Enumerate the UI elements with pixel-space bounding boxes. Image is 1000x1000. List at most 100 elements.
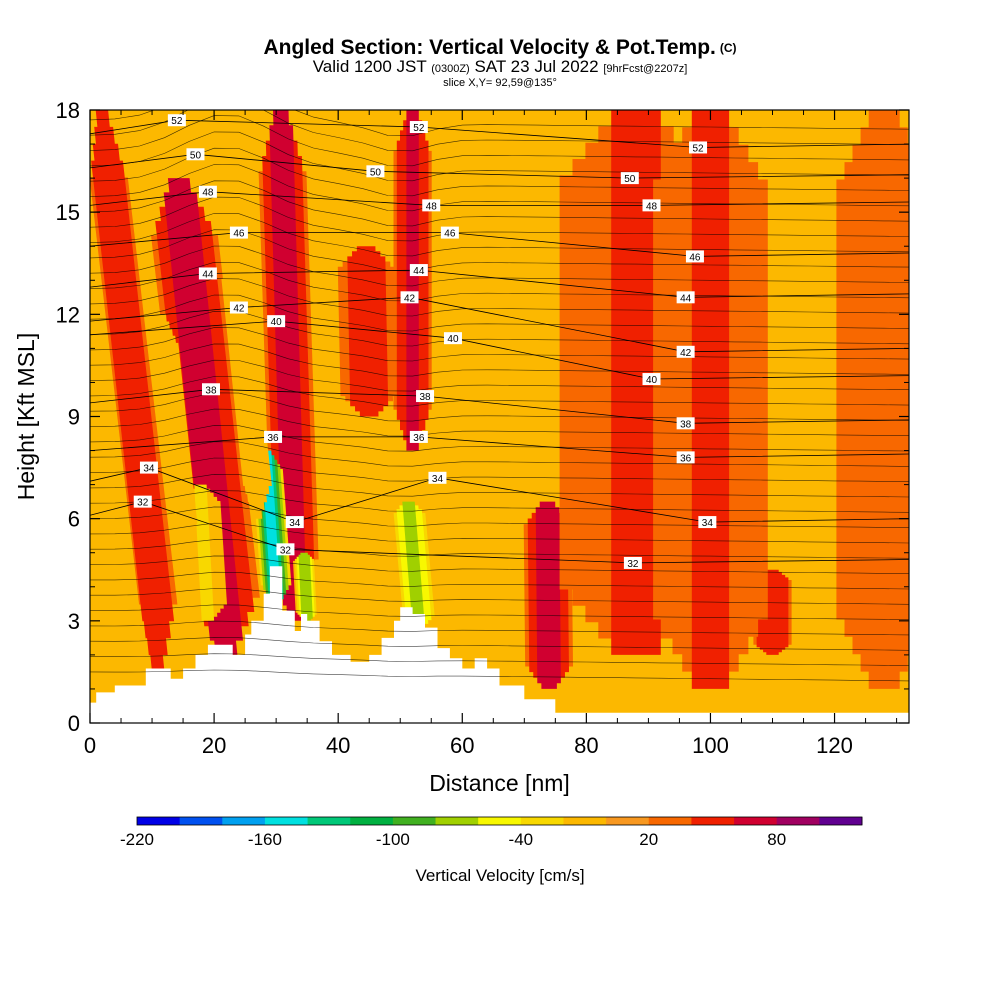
isentrope-label: 36 [267,433,279,444]
isentrope-label-bg [285,516,304,529]
isentrope-label: 32 [280,545,292,556]
terrain [90,566,909,723]
y-tick-label: 9 [68,405,80,430]
downdraft-band [402,501,425,628]
isentrope-label: 46 [233,229,245,240]
updraft-band [611,110,661,655]
isentrope-label-bg [229,226,248,239]
isentrope-line [90,408,909,437]
isentrope-line [90,376,909,407]
isentrope-label: 44 [680,293,692,304]
y-tick-label: 0 [68,711,80,736]
isentrope-label-bg [139,461,158,474]
valid-date: SAT 23 Jul 2022 [474,57,599,76]
x-tick-label: 60 [450,733,474,758]
isentrope-line [90,278,909,317]
isentrope-line [90,555,909,574]
isentrope-line [90,425,909,452]
isentrope-label: 34 [289,518,301,529]
isentrope-line [90,245,909,287]
isentrope-label: 38 [680,419,692,430]
colorbar: -220 -160 -100 -40 20 80 Vertical Velocity [cm… [120,816,863,885]
isentrope-line [90,261,909,302]
isentrope-label: 42 [404,293,416,304]
isentrope-line [90,588,909,605]
isentrope-line [90,653,909,666]
updraft-band [273,110,303,621]
isentrope-label: 52 [413,123,425,134]
isentrope-line [90,604,909,620]
isentrope-label: 52 [171,116,183,127]
isentrope-line [90,522,909,544]
isentrope-line [90,327,909,362]
colorbar-segment [435,817,479,825]
isentrope-label: 44 [413,266,425,277]
updraft-band [766,569,779,655]
isentrope-label-bg [229,301,248,314]
isentrope-label: 50 [624,174,636,185]
isentrope-label-bg [698,516,717,529]
isentrope-line [90,620,909,636]
colorbar-frame [136,816,863,826]
isentrope-line [90,164,909,212]
y-axis-label: Height [Kft MSL] [13,333,39,500]
colorbar-segment [734,817,778,825]
isentrope-label-bg [676,291,695,304]
isentrope-label-bg [443,332,462,345]
isentrope-label: 36 [680,453,692,464]
colorbar-segment [222,817,266,825]
isentrope-label: 34 [432,474,444,485]
isentrope-label: 32 [137,498,149,509]
isentrope-label-bg [198,185,217,198]
colorbar-segment [563,817,607,825]
isentrope-line [90,115,909,167]
colorbar-segment [264,817,309,825]
isentrope-label: 38 [205,385,217,396]
isentrope-line [90,343,909,377]
isentrope-label-bg [201,383,220,396]
colorbar-tick-label: 80 [767,830,786,849]
x-tick-label: 120 [816,733,853,758]
isentrope-label-bg [428,471,447,484]
isentrope-label-bg [416,390,435,403]
colorbar-segment [819,817,863,825]
isentrope-label-bg [620,172,639,185]
isentrope-label: 46 [689,252,701,263]
isentrope-label-bg [623,556,642,569]
isentrope-line [90,294,909,332]
colorbar-segment [776,817,820,825]
updraft-band [95,110,165,672]
y-tick-label: 6 [68,507,80,532]
isentrope-label-bg [409,121,428,134]
isentrope-label-bg [685,250,704,263]
y-tick-label: 12 [56,302,80,327]
slice-info: slice X,Y= 92,59@135° [443,77,557,89]
isentrope-line [90,180,909,227]
chart-title: Angled Section: Vertical Velocity & Pot.… [263,36,716,59]
isentrope-line [90,506,909,528]
colorbar-segment [137,817,181,825]
y-tick-label: 3 [68,609,80,634]
isentrope-label-bg [198,267,217,280]
downdraft-band [156,314,188,553]
isentrope-line [90,196,909,242]
isentrope-line [90,490,909,513]
isentrope-label-bg [409,430,428,443]
isentrope-label-bg [689,141,708,154]
chart-title-mark: (C) [719,41,737,55]
isentrope-label: 42 [233,304,245,315]
isentrope-label-bg [276,543,295,556]
colorbar-segment [179,817,223,825]
isentrope-label: 42 [680,348,692,359]
isentrope-line [90,131,909,182]
forecast-tag: [9hrFcst@2207z] [603,63,688,75]
colorbar-tick-label: -160 [248,830,282,849]
isentrope-label-bg [167,114,186,127]
valid-zulu: (0300Z) [431,63,470,75]
isentrope-label: 32 [627,559,639,570]
isentrope-line [90,229,909,272]
isentrope-labels: 52 50 48 46 44 42 40 38 36 34 32 34 32 52 50 48 46 44 42 40… [133,114,717,570]
colorbar-tick-label: -40 [509,830,534,849]
colorbar-segment [350,817,394,825]
isentrope-line [90,359,909,392]
